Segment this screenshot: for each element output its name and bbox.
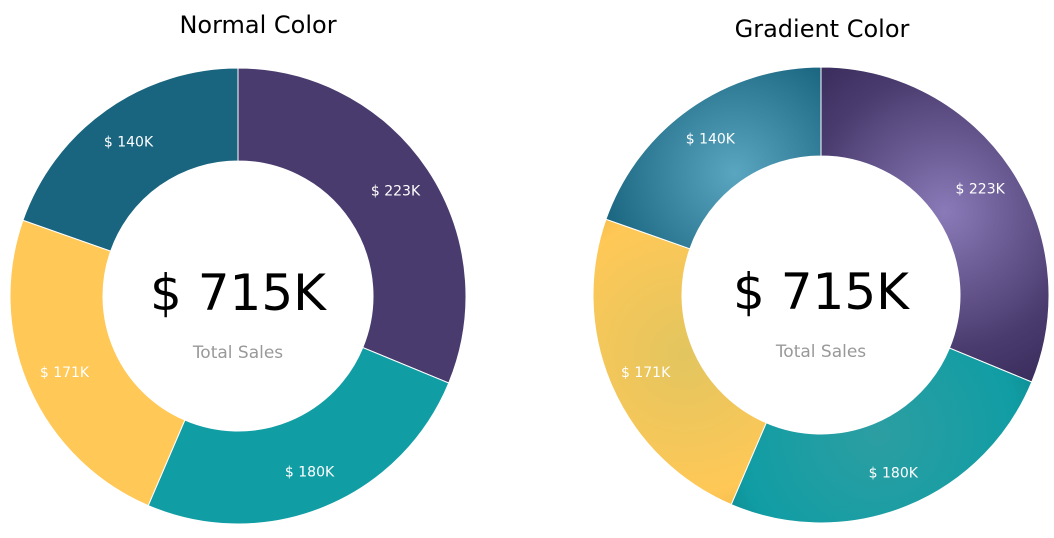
slice-label-gradient-1: $ 180K [869,465,919,481]
center-total-label-normal: Total Sales [192,343,283,363]
donut-slice-normal-0 [237,67,467,384]
slice-label-normal-3: $ 140K [104,134,154,150]
slice-labels-normal: $ 223K $ 180K $ 171K $ 140K [40,134,421,480]
chart-title-normal: Normal Color [179,11,336,39]
donut-slice-normal-1 [147,346,450,525]
donut-slice-gradient-2 [592,218,767,506]
slice-label-gradient-3: $ 140K [686,132,736,148]
slice-label-gradient-2: $ 171K [621,365,671,381]
donut-slice-gradient-3 [605,66,822,250]
slice-label-normal-0: $ 223K [371,184,421,200]
donut-slices-gradient [592,66,1050,524]
center-total-value-gradient: $ 715K [733,263,910,321]
donut-slice-gradient-1 [730,347,1033,524]
normal-color-chart: Normal Color $ 223K $ 180K $ 171K $ 140K $ … [9,11,467,525]
center-total-value-normal: $ 715K [150,264,327,322]
chart-title-gradient: Gradient Color [735,15,910,43]
donut-slices-normal [9,67,467,525]
slice-label-normal-1: $ 180K [285,464,335,480]
center-total-label-gradient: Total Sales [775,342,866,362]
slice-label-normal-2: $ 171K [40,365,90,381]
donut-slice-normal-3 [22,67,239,252]
gradient-color-chart: Gradient Color $ 223K$ 180K$ 171K$ 140K … [592,15,1050,524]
slice-label-gradient-0: $ 223K [956,182,1006,198]
donut-slice-gradient-0 [820,66,1050,383]
donut-slice-normal-2 [9,219,186,507]
slice-labels-gradient: $ 223K $ 180K $ 171K $ 140K [621,132,1006,482]
